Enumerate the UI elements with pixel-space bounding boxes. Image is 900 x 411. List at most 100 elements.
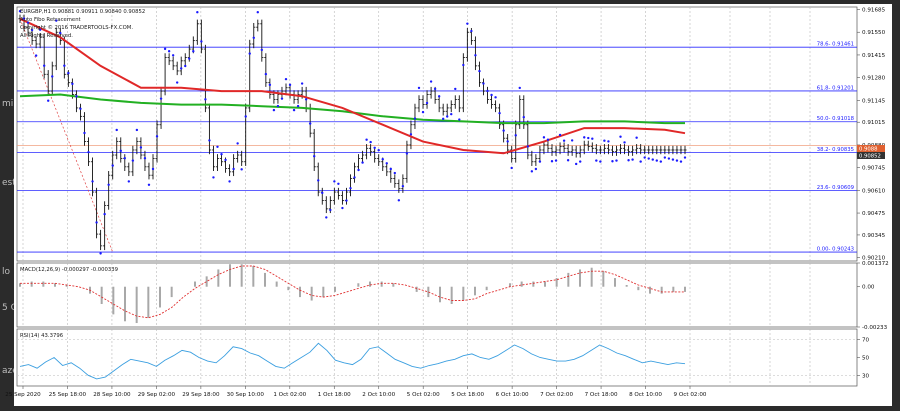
sar-dot: [365, 138, 368, 141]
time-axis: 25 Sep 2020 25 Sep 18:00 28 Sep 10:00 29 Se…: [5, 386, 707, 398]
sar-dot: [683, 156, 687, 159]
sar-dot: [401, 184, 405, 188]
sar-dot: [236, 142, 239, 145]
sar-dot: [671, 158, 675, 161]
x-tick-label: 7 Oct 18:00: [585, 392, 618, 398]
sar-dot: [574, 162, 578, 166]
sar-dot: [292, 108, 296, 112]
sar-dot: [377, 148, 380, 152]
sar-dot: [180, 67, 183, 70]
sar-dot: [216, 145, 219, 148]
sar-dot: [296, 104, 300, 108]
x-tick-label: 25 Sep 18:00: [49, 392, 87, 398]
sar-dot: [433, 87, 437, 91]
sar-dot: [155, 135, 159, 138]
sar-dot: [34, 54, 38, 57]
sar-dot: [441, 117, 445, 121]
sar-dot: [329, 208, 332, 212]
sar-dot: [526, 145, 530, 148]
macd-title: MACD(12,26,9) -0.000297 -0.000339: [20, 267, 118, 273]
sar-dot: [220, 152, 223, 156]
sar-dot: [304, 98, 308, 101]
sar-dot: [353, 176, 356, 179]
y-tick-label: 30: [862, 373, 870, 379]
sar-dot: [538, 160, 542, 163]
sar-dot: [627, 159, 630, 162]
sar-dot: [522, 115, 525, 119]
ma-green-line: [19, 93, 685, 125]
sar-dot: [224, 158, 227, 162]
sar-dot: [22, 17, 26, 20]
price-tag-bg: [857, 152, 885, 159]
sar-dot: [425, 101, 429, 105]
sar-dot: [675, 159, 679, 162]
sar-dot: [478, 69, 481, 73]
sar-dot: [542, 136, 546, 139]
y-tick-label: 50: [862, 356, 870, 362]
sar-dot: [163, 47, 167, 51]
x-tick-label: 9 Oct 02:00: [674, 392, 707, 398]
x-tick-label: 29 Sep 02:00: [138, 392, 176, 398]
fibo-label: 23.6- 0.90609: [817, 185, 854, 191]
current-price-tags: 0.9088 0.90852: [857, 145, 885, 160]
sar-dot: [192, 50, 195, 53]
sar-dot: [466, 22, 469, 25]
rsi-gridlines: [22, 329, 811, 386]
sar-dot: [91, 180, 94, 183]
y-tick-label: 0.91415: [862, 53, 886, 59]
ma-red-line: [19, 17, 686, 155]
moving-averages: [19, 17, 686, 155]
sar-dot: [51, 75, 54, 78]
sar-dot: [518, 86, 521, 90]
sar-dot: [446, 115, 449, 118]
sar-dot: [38, 28, 42, 31]
side-label: 5 G: [2, 303, 18, 313]
sar-dot: [663, 156, 667, 159]
sar-dot: [79, 107, 82, 110]
sar-dot: [635, 136, 638, 139]
sar-dot: [623, 141, 626, 144]
sar-dot: [59, 31, 62, 35]
sar-dot: [510, 166, 513, 170]
sar-dot: [325, 216, 328, 219]
sar-dot: [143, 157, 147, 160]
rsi-panel: 70 50 30 RSI(14) 43.3796: [16, 328, 870, 387]
sar-dot: [437, 95, 441, 98]
price-tag-ask: 0.9088: [859, 147, 878, 153]
sar-dot: [373, 146, 376, 149]
sar-dot: [18, 10, 22, 13]
sar-dot: [595, 159, 598, 162]
sar-dot: [546, 138, 550, 141]
sar-dot: [317, 179, 320, 182]
sar-dot: [127, 180, 131, 183]
y-tick-label: 0.90745: [862, 166, 886, 172]
sar-dot: [184, 64, 187, 68]
rsi-panel-frame: [16, 328, 858, 387]
side-label: mi: [2, 99, 13, 109]
x-tick-label: 7 Oct 02:00: [540, 392, 573, 398]
x-tick-label: 30 Sep 10:00: [227, 392, 265, 398]
sar-dot: [599, 160, 602, 163]
sar-dot: [554, 159, 558, 162]
sar-dot: [159, 97, 163, 100]
macd-gridlines: [22, 263, 811, 327]
x-tick-label: 25 Sep 2020: [5, 392, 41, 398]
x-tick-label: 28 Sep 10:00: [93, 392, 131, 398]
sar-dot: [514, 134, 517, 137]
price-series: [18, 14, 687, 251]
sar-dot: [147, 183, 151, 186]
sar-dot: [119, 149, 122, 153]
sar-dot: [47, 99, 50, 102]
sar-dot: [345, 199, 348, 202]
sar-dot: [272, 108, 276, 112]
copyright-line: Copyright © 2016 TRADERTOOLS-FX.COM.: [20, 24, 133, 31]
sar-dot: [393, 171, 397, 175]
sar-dot: [619, 135, 622, 138]
y-tick-label: 0.91145: [862, 98, 886, 104]
sar-dot: [240, 168, 243, 171]
sar-dot: [103, 212, 106, 216]
side-label: aze: [2, 366, 18, 376]
y-tick-label: 0.90210: [862, 256, 886, 262]
